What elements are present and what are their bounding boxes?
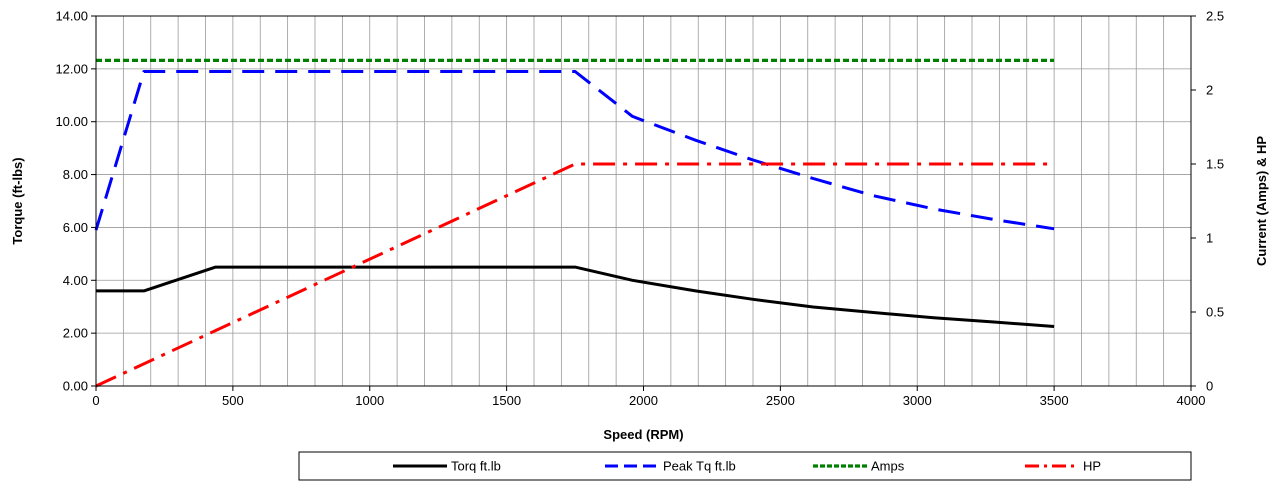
legend: Torq ft.lb Peak Tq ft.lb Amps HP	[298, 451, 1192, 481]
x-axis-title: Speed (RPM)	[603, 427, 683, 442]
y2-tick-label: 2.5	[1206, 9, 1224, 24]
y2-tick-label: 1	[1206, 231, 1213, 246]
x-tick-label: 2000	[629, 393, 658, 408]
y-tick-label: 14.00	[55, 9, 88, 24]
x-tick-label: 4000	[1177, 393, 1206, 408]
series-line-hp	[95, 162, 1055, 388]
y2-tick-label: 0.5	[1206, 305, 1224, 320]
legend-label: Amps	[871, 459, 905, 474]
y2-tick-label: 2	[1206, 83, 1213, 98]
y2-axis-ticks: 0 0.5 1 1.5 2 2.5	[1191, 9, 1224, 394]
x-tick-label: 500	[222, 393, 244, 408]
y-tick-label: 12.00	[55, 61, 88, 76]
y-tick-label: 2.00	[63, 326, 88, 341]
x-axis-ticks: 0 500 1000 1500 2000 2500 3000 3500 4000	[92, 386, 1205, 408]
grid	[96, 16, 1191, 386]
x-tick-label: 0	[92, 393, 99, 408]
x-tick-label: 3000	[903, 393, 932, 408]
y2-axis-title: Current (Amps) & HP	[1254, 136, 1269, 266]
x-tick-label: 2500	[766, 393, 795, 408]
y2-tick-label: 1.5	[1206, 157, 1224, 172]
legend-label: Torq ft.lb	[451, 459, 501, 474]
legend-box	[298, 451, 1192, 481]
x-tick-label: 3500	[1040, 393, 1069, 408]
series-line-torq-ft-lb	[96, 265, 1055, 328]
y-tick-label: 6.00	[63, 220, 88, 235]
y-axis-ticks: 0.00 2.00 4.00 6.00 8.00 10.00 12.00 14.00	[55, 9, 96, 394]
y-tick-label: 0.00	[63, 379, 88, 394]
y-tick-label: 10.00	[55, 114, 88, 129]
y-tick-label: 8.00	[63, 167, 88, 182]
series-lines	[94, 58, 1055, 388]
series-line-peak-tq-ft-lb	[94, 70, 1055, 231]
x-tick-label: 1000	[355, 393, 384, 408]
y2-tick-label: 0	[1206, 379, 1213, 394]
y-axis-title: Torque (ft-lbs)	[10, 157, 25, 244]
y-tick-label: 4.00	[63, 273, 88, 288]
x-tick-label: 1500	[492, 393, 521, 408]
legend-label: HP	[1083, 459, 1101, 474]
legend-label: Peak Tq ft.lb	[663, 459, 736, 474]
